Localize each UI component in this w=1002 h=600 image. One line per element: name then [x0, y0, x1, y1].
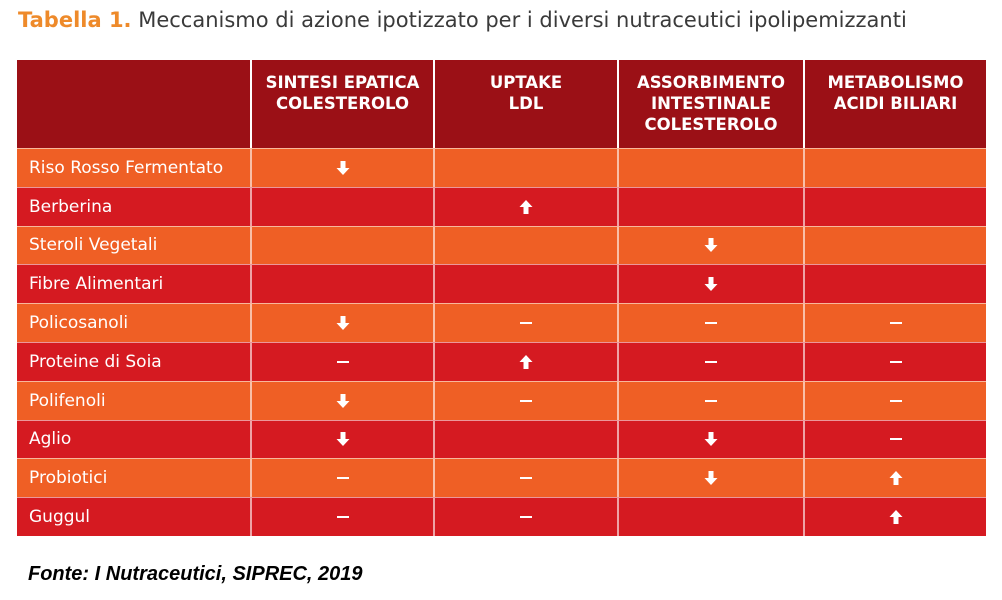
table-cell [617, 420, 803, 459]
table-cell [617, 187, 803, 226]
table-row: Steroli Vegetali [17, 225, 986, 265]
header-cell-uptake-ldl: UPTAKE LDL [433, 60, 617, 148]
arrow-up-icon [889, 471, 902, 486]
table-cell [803, 459, 986, 498]
source-note: Fonte: I Nutraceutici, SIPREC, 2019 [28, 563, 363, 585]
table-cell [803, 381, 986, 420]
table-cell [433, 381, 617, 420]
row-name-cell: Probiotici [29, 468, 108, 489]
table-cell [803, 226, 986, 265]
table-cell [250, 226, 433, 265]
table-cell [803, 420, 986, 459]
row-name-cell: Fibre Alimentari [29, 274, 164, 295]
table-cell [433, 459, 617, 498]
table-row: Aglio [17, 419, 986, 459]
mechanism-table: SINTESI EPATICA COLESTEROLO UPTAKE LDL A… [17, 60, 986, 536]
table-cell [617, 265, 803, 304]
header-cell-assorbimento: ASSORBIMENTO INTESTINALE COLESTEROLO [617, 60, 803, 148]
table-cell [617, 226, 803, 265]
row-name-cell: Policosanoli [29, 313, 129, 334]
table-cell [803, 187, 986, 226]
table-cell [617, 381, 803, 420]
arrow-down-icon [336, 393, 349, 408]
arrow-down-icon [704, 432, 718, 447]
table-cell [803, 149, 986, 187]
row-name-cell: Guggul [29, 507, 91, 528]
table-cell [433, 226, 617, 265]
table-cell [250, 265, 433, 304]
arrow-down-icon [704, 277, 718, 292]
table-body: Riso Rosso Fermentato Berberina Steroli Ve… [17, 148, 986, 536]
header-cell-empty [17, 60, 250, 148]
table-cell [433, 304, 617, 342]
header-cell-metabolismo: METABOLISMO ACIDI BILIARI [803, 60, 986, 148]
table-cell [250, 381, 433, 420]
table-row: Guggul [17, 497, 986, 536]
arrow-up-icon [519, 199, 533, 214]
table-row: Policosanoli [17, 303, 986, 342]
dash-icon [520, 399, 532, 402]
dash-icon [336, 516, 349, 519]
dash-icon [889, 322, 902, 325]
row-name-cell: Aglio [29, 429, 72, 450]
table-cell [433, 149, 617, 187]
table-header-row: SINTESI EPATICA COLESTEROLO UPTAKE LDL A… [17, 60, 986, 148]
dash-icon [705, 360, 717, 363]
table-cell [803, 498, 986, 536]
arrow-up-icon [519, 354, 533, 369]
table-cell [433, 498, 617, 536]
arrow-down-icon [336, 160, 349, 175]
table-cell [250, 498, 433, 536]
table-row: Berberina [17, 186, 986, 226]
arrow-down-icon [336, 432, 349, 447]
table-cell [250, 342, 433, 381]
dash-icon [705, 399, 717, 402]
table-cell [617, 459, 803, 498]
arrow-down-icon [336, 316, 349, 331]
table-title-tag: Tabella 1. [18, 8, 132, 32]
table-cell [250, 420, 433, 459]
table-row: Probiotici [17, 458, 986, 498]
table-title-text: Meccanismo di azione ipotizzato per i di… [138, 8, 907, 32]
dash-icon [705, 322, 717, 325]
table-cell [250, 187, 433, 226]
dash-icon [336, 477, 349, 480]
table-cell [803, 342, 986, 381]
table-cell [250, 304, 433, 342]
table-row: Polifenoli [17, 380, 986, 420]
dash-icon [336, 360, 349, 363]
dash-icon [889, 360, 902, 363]
arrow-down-icon [704, 471, 718, 486]
table-title: Tabella 1. Meccanismo di azione ipotizza… [18, 8, 907, 32]
table-row: Riso Rosso Fermentato [17, 148, 986, 187]
arrow-down-icon [704, 238, 718, 253]
table-cell [803, 265, 986, 304]
row-name-cell: Proteine di Soia [29, 351, 162, 372]
dash-icon [889, 438, 902, 441]
dash-icon [889, 399, 902, 402]
row-name-cell: Steroli Vegetali [29, 235, 158, 256]
table-cell [433, 342, 617, 381]
table-cell [617, 304, 803, 342]
table-cell [433, 420, 617, 459]
row-name-cell: Riso Rosso Fermentato [29, 157, 224, 178]
dash-icon [520, 516, 532, 519]
table-cell [617, 149, 803, 187]
table-cell [617, 342, 803, 381]
table-row: Proteine di Soia [17, 341, 986, 381]
table-cell [433, 265, 617, 304]
row-name-cell: Berberina [29, 196, 113, 217]
table-cell [433, 187, 617, 226]
arrow-up-icon [889, 510, 902, 525]
table-cell [250, 459, 433, 498]
table-row: Fibre Alimentari [17, 264, 986, 304]
row-name-cell: Polifenoli [29, 390, 106, 411]
table-cell [250, 149, 433, 187]
dash-icon [520, 477, 532, 480]
table-cell [617, 498, 803, 536]
table-cell [803, 304, 986, 342]
header-cell-sintesi-epatica: SINTESI EPATICA COLESTEROLO [250, 60, 433, 148]
dash-icon [520, 322, 532, 325]
